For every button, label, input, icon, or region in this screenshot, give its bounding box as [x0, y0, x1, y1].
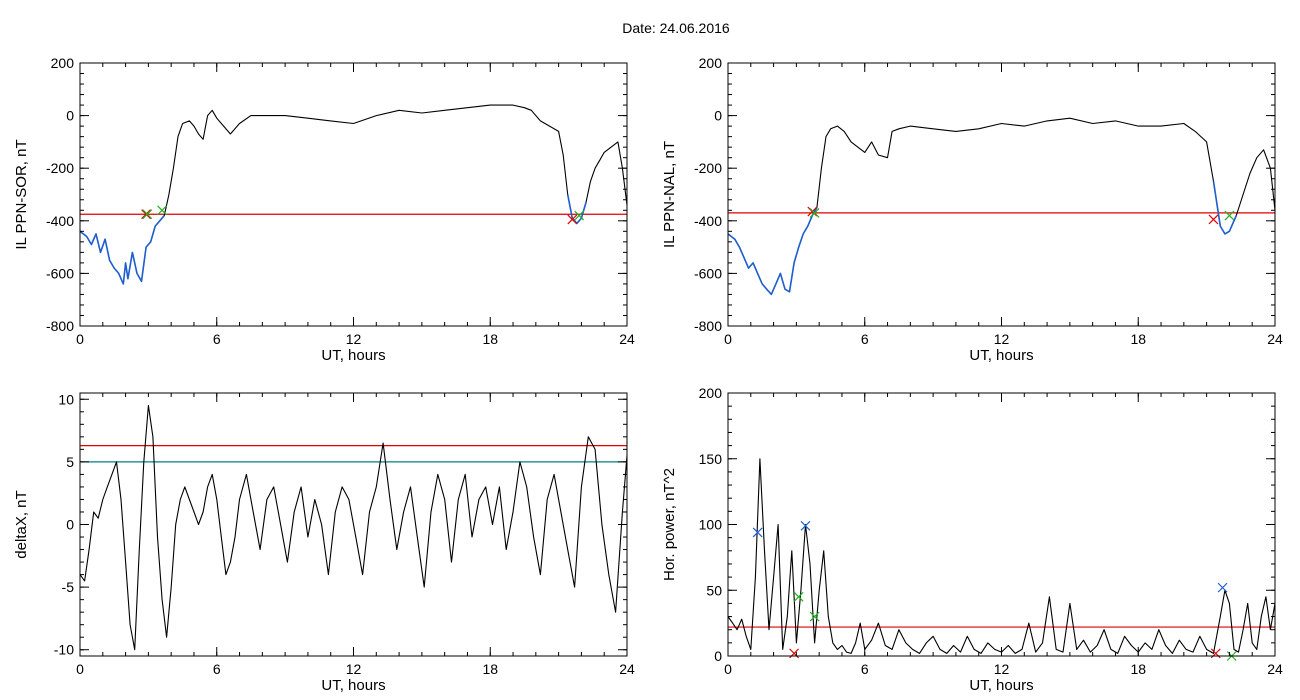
marker-stroke: [157, 205, 167, 216]
y-tick-label: 200: [51, 55, 75, 71]
y-tick-label: -600: [46, 265, 74, 281]
y-tick-label: -400: [694, 213, 722, 229]
plot-area: [728, 117, 1275, 296]
plot-frame: [79, 62, 628, 327]
marker-green: [574, 210, 585, 221]
y-tick-label: 50: [706, 582, 722, 598]
data-trace: [728, 458, 1275, 654]
marker-stroke: [752, 527, 763, 538]
y-axis-label: IL PPN-NAL, nT: [661, 141, 678, 248]
marker-stroke: [1224, 210, 1235, 221]
plot-area: [80, 404, 627, 651]
marker-stroke: [793, 591, 804, 602]
marker-red: [1208, 214, 1219, 225]
x-tick-label: 24: [619, 661, 635, 677]
y-axis-label: Hor. power, nT^2: [661, 468, 678, 581]
marker-green: [142, 209, 153, 220]
marker-red: [789, 648, 800, 659]
highlight-segment: [1212, 181, 1238, 235]
x-axis-label: UT, hours: [969, 347, 1033, 364]
panel-il-ppn-nal: 0 6 12 18 24 -800 -600 -400 -200 0 200 UT, hours IL …: [661, 55, 1283, 364]
marker-green: [157, 205, 167, 216]
data-trace: [80, 404, 627, 651]
y-tick-label: -800: [46, 318, 74, 334]
x-tick-label: 6: [213, 661, 221, 677]
marker-blue: [752, 527, 763, 538]
x-tick-label: 0: [724, 331, 732, 347]
x-tick-label: 6: [861, 661, 869, 677]
marker-green: [793, 591, 804, 602]
marker-red: [141, 209, 152, 220]
y-tick-label: 0: [66, 517, 74, 533]
y-tick-label: 150: [699, 451, 723, 467]
x-tick-label: 18: [1130, 331, 1146, 347]
data-trace: [80, 104, 627, 285]
x-tick-label: 24: [619, 331, 635, 347]
x-tick-label: 18: [1130, 661, 1146, 677]
y-tick-label: 200: [699, 385, 723, 401]
x-tick-label: 0: [724, 661, 732, 677]
y-tick-label: -200: [694, 160, 722, 176]
panel-hor-power: 0 6 12 18 24 0 50 100 150 200 UT, hours Hor. power,…: [661, 385, 1283, 694]
plot-frame: [727, 62, 1276, 327]
marker-stroke: [1217, 582, 1228, 593]
y-tick-label: 200: [699, 55, 723, 71]
x-tick-label: 12: [346, 661, 362, 677]
figure-title: Date: 24.06.2016: [622, 20, 730, 36]
y-tick-label: 5: [66, 454, 74, 470]
y-tick-label: -5: [62, 579, 75, 595]
x-tick-label: 18: [482, 661, 498, 677]
marker-red: [807, 206, 818, 217]
y-tick-label: 0: [714, 108, 722, 124]
y-tick-label: -10: [54, 642, 74, 658]
y-tick-label: 0: [66, 108, 74, 124]
x-axis-label: UT, hours: [969, 677, 1033, 694]
plot-area: [80, 104, 627, 285]
plot-frame: [727, 392, 1276, 657]
x-tick-label: 12: [346, 331, 362, 347]
marker-blue: [800, 520, 811, 531]
x-tick-label: 12: [994, 331, 1010, 347]
y-tick-label: 10: [58, 391, 74, 407]
x-tick-label: 24: [1267, 661, 1283, 677]
x-tick-label: 6: [213, 331, 221, 347]
marker-stroke: [800, 520, 811, 531]
y-axis-label: IL PPN-SOR, nT: [13, 139, 30, 249]
marker-stroke: [809, 207, 820, 218]
x-tick-label: 24: [1267, 331, 1283, 347]
x-axis-label: UT, hours: [321, 677, 385, 694]
y-axis-label: deltaX, nT: [13, 490, 30, 558]
marker-stroke: [142, 209, 153, 220]
marker-green: [1224, 210, 1235, 221]
marker-stroke: [807, 206, 818, 217]
x-tick-label: 0: [76, 331, 84, 347]
marker-blue: [1217, 582, 1228, 593]
panel-deltax: 0 6 12 18 24 -10 -5 0 5 10 UT, hours deltaX, nT: [13, 391, 635, 694]
marker-green: [809, 611, 820, 622]
marker-stroke: [567, 214, 578, 225]
marker-stroke: [1208, 214, 1219, 225]
y-tick-label: 100: [699, 517, 723, 533]
y-tick-label: 0: [714, 648, 722, 664]
marker-stroke: [574, 210, 585, 221]
x-tick-label: 0: [76, 661, 84, 677]
plot-area: [728, 458, 1275, 654]
marker-green: [809, 207, 820, 218]
y-tick-label: -200: [46, 160, 74, 176]
x-axis-label: UT, hours: [321, 347, 385, 364]
x-tick-label: 12: [994, 661, 1010, 677]
marker-red: [567, 214, 578, 225]
x-tick-label: 6: [861, 331, 869, 347]
highlight-segment: [80, 214, 165, 285]
highlight-segment: [728, 207, 818, 296]
marker-stroke: [141, 209, 152, 220]
marker-stroke: [809, 611, 820, 622]
y-tick-label: -800: [694, 318, 722, 334]
panel-il-ppn-sor: 0 6 12 18 24 -800 -600 -400 -200 0 200 UT, hours IL …: [13, 55, 635, 364]
y-tick-label: -600: [694, 265, 722, 281]
y-tick-label: -400: [46, 213, 74, 229]
x-tick-label: 18: [482, 331, 498, 347]
data-trace: [728, 117, 1275, 295]
